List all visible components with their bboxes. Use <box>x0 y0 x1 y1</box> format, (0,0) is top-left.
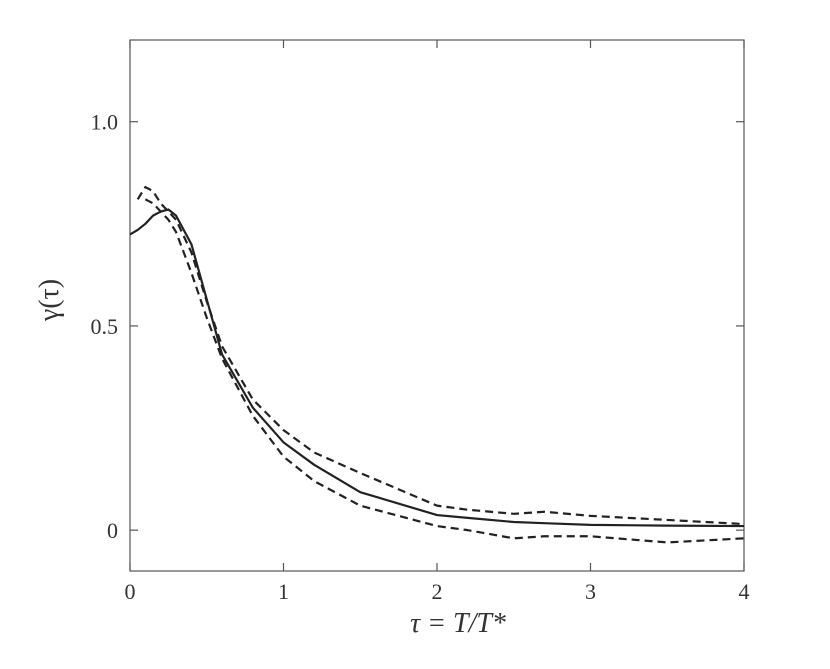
data-line <box>144 198 745 544</box>
x-tick-label: 1 <box>278 579 289 604</box>
x-tick-label: 0 <box>125 579 136 604</box>
x-tick-label: 4 <box>739 579 750 604</box>
x-tick-label: 3 <box>585 579 596 604</box>
data-line <box>136 185 745 526</box>
y-tick-label: 0.5 <box>91 314 119 339</box>
x-axis-label: τ = T/T* <box>410 608 506 639</box>
plot-frame <box>129 39 745 572</box>
y-axis-label: γ(τ) <box>34 279 65 322</box>
y-tick-label: 0 <box>107 518 118 543</box>
y-tick-label: 1.0 <box>91 110 119 135</box>
x-tick-label: 2 <box>432 579 443 604</box>
data-line <box>129 208 745 528</box>
